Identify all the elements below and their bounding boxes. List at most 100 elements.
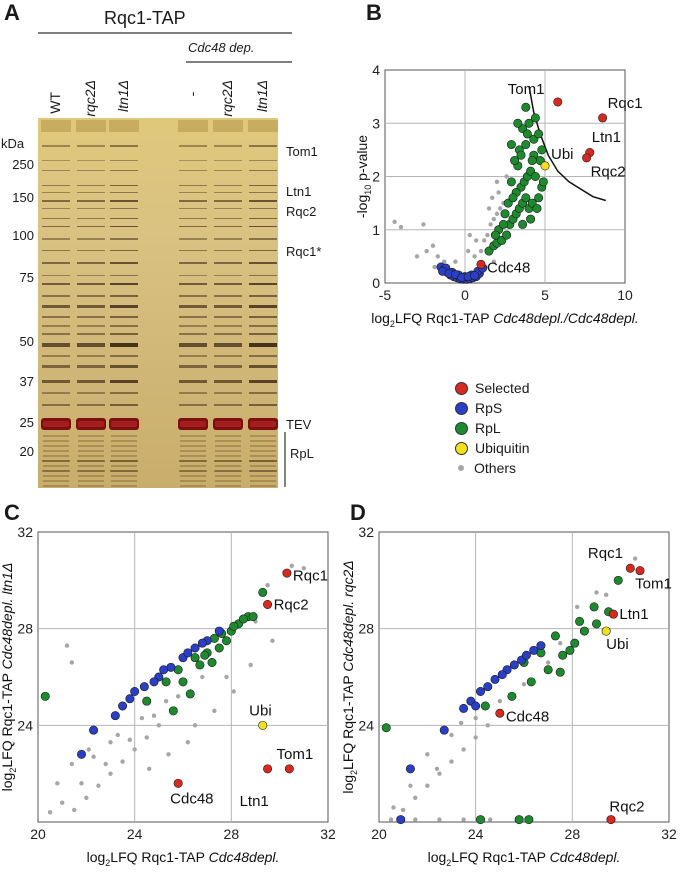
gel-band <box>249 325 277 327</box>
point-rps <box>125 694 135 704</box>
point-other <box>432 264 437 270</box>
gel-band <box>110 238 138 240</box>
rpl-band <box>111 470 137 472</box>
gel-band <box>110 170 138 171</box>
gel-band <box>42 170 70 171</box>
gel-band <box>214 170 242 171</box>
point-rpl <box>518 219 528 229</box>
point-rps <box>183 648 193 658</box>
rpl-band <box>215 440 241 442</box>
point-other <box>485 232 490 238</box>
point-other <box>59 800 65 805</box>
rpl-band <box>78 465 104 467</box>
gel-band <box>110 250 138 251</box>
point-rpl <box>229 621 239 631</box>
rpl-band <box>111 455 137 457</box>
point-rps <box>470 271 480 281</box>
gel-band <box>214 145 242 147</box>
gel-band <box>179 404 207 406</box>
point-rpl <box>522 129 532 139</box>
x-tick-label: -5 <box>379 287 392 303</box>
rpl-band <box>250 450 276 452</box>
gel-band <box>77 262 105 264</box>
point-label: Cdc48 <box>170 790 213 807</box>
point-other <box>398 224 404 230</box>
gel-band <box>214 295 242 297</box>
point-other <box>144 735 149 740</box>
gel-band <box>77 185 105 186</box>
plot-frame <box>37 531 329 823</box>
point-other <box>55 781 60 786</box>
gel-band <box>77 160 105 161</box>
point-other <box>498 206 503 211</box>
point-other <box>175 694 181 699</box>
point-selected <box>263 600 273 610</box>
gel-band <box>42 392 70 394</box>
gel-band <box>77 250 105 251</box>
point-other <box>79 781 84 786</box>
point-other <box>437 771 442 776</box>
lane-label: rqc2Δ <box>82 80 98 117</box>
point-other <box>497 698 503 704</box>
point-rpl <box>195 660 205 670</box>
gel-band <box>77 365 105 368</box>
gel-band <box>42 200 70 202</box>
gel-band <box>214 283 242 285</box>
gel-subgroup: Cdc48 dep. <box>188 40 255 55</box>
gel-band <box>42 295 70 297</box>
gel-band <box>179 218 207 219</box>
point-rps <box>405 764 415 774</box>
point-other <box>388 817 394 822</box>
gel-band <box>42 343 70 347</box>
marker-label: 150 <box>12 190 34 205</box>
gel-band <box>179 200 207 202</box>
legend-swatch <box>455 401 468 415</box>
point-other <box>442 259 447 264</box>
gel-band <box>110 262 138 264</box>
point-other <box>47 810 53 815</box>
point-rps <box>197 638 207 648</box>
point-other <box>490 195 495 200</box>
point-selected <box>284 764 294 774</box>
rpl-band <box>78 435 104 437</box>
point-rps <box>110 711 120 721</box>
legend-swatch <box>455 381 468 395</box>
point-other <box>151 713 157 718</box>
point-rpl <box>534 193 544 203</box>
point-rpl <box>516 150 526 160</box>
point-other <box>120 759 125 764</box>
gel-band <box>179 262 207 264</box>
gel-band <box>110 283 138 285</box>
gel-band <box>42 192 70 193</box>
point-other <box>461 747 466 752</box>
point-other <box>430 243 436 248</box>
band-label: Rqc2 <box>286 204 317 219</box>
gel-band <box>214 218 242 219</box>
gel-band <box>214 343 242 347</box>
rpl-band <box>250 470 276 472</box>
point-rpl <box>550 631 560 641</box>
tev-band-core <box>78 421 104 427</box>
panel-d-letter: D <box>350 500 366 525</box>
point-rpl <box>168 706 178 716</box>
point-other <box>72 807 77 813</box>
legend-label: Others <box>474 460 517 476</box>
gel-band <box>179 316 207 318</box>
gel-band <box>77 333 105 335</box>
gel-band <box>179 380 207 383</box>
gel-band <box>214 200 242 202</box>
gel-band <box>214 355 242 357</box>
point-label: Rqc2 <box>274 597 309 614</box>
gel-well <box>178 120 208 132</box>
point-rpl <box>502 230 512 240</box>
rpl-band <box>43 475 69 477</box>
rpl-band <box>250 485 276 487</box>
point-rpl <box>524 815 534 825</box>
gel-band <box>214 275 242 276</box>
point-rpl <box>592 619 602 629</box>
point-other <box>408 783 413 788</box>
gel-band <box>249 355 277 357</box>
point-rpl <box>521 140 531 150</box>
gel-band <box>214 470 242 472</box>
point-rps <box>77 749 87 759</box>
